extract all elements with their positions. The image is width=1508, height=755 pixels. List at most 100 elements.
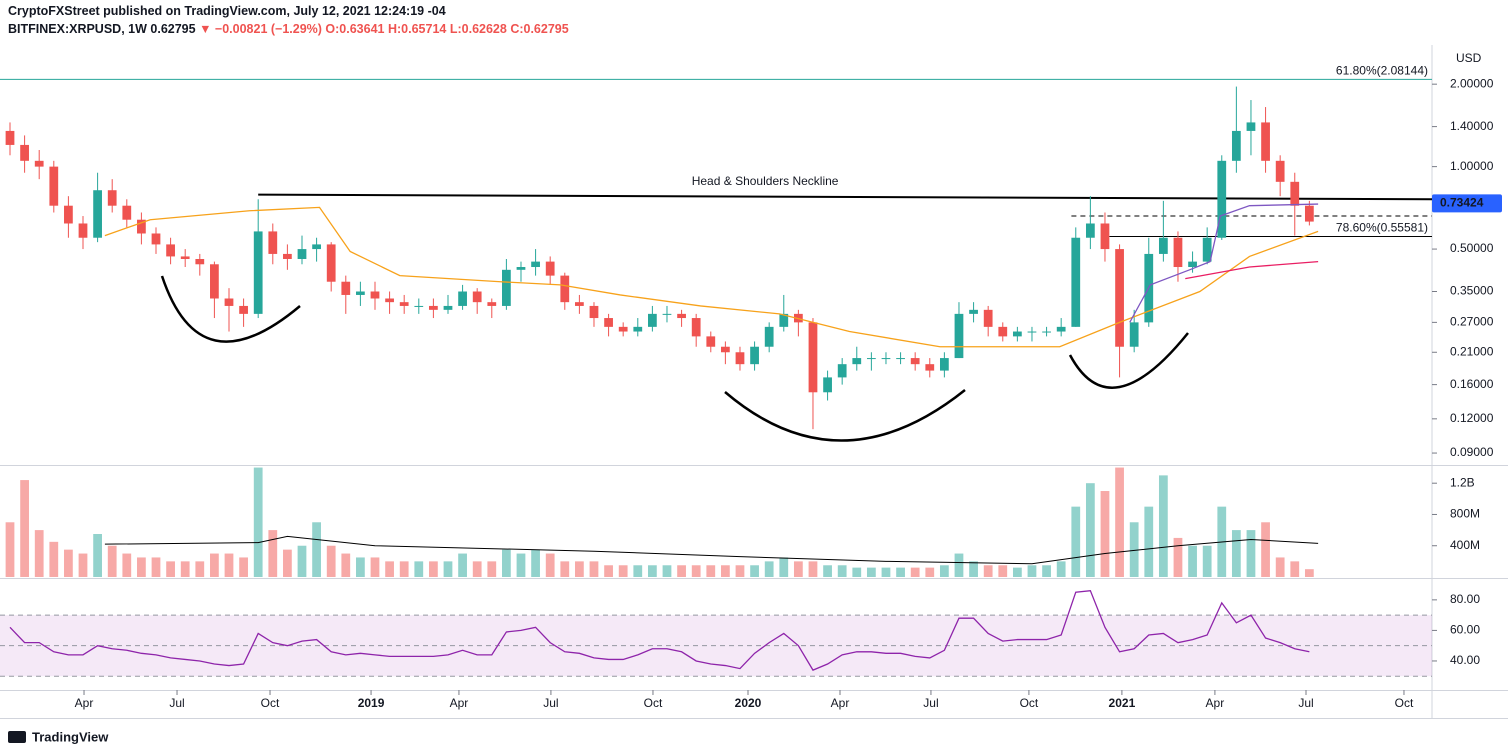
candle-body: [998, 326, 1008, 337]
volume-bar: [852, 567, 862, 577]
volume-bar: [1115, 467, 1124, 577]
candle-body: [1012, 331, 1022, 337]
volume-bar: [633, 565, 643, 577]
volume-bar: [1158, 475, 1168, 577]
moving-average: [1129, 203, 1319, 323]
high: H:0.65714: [387, 22, 447, 36]
volume-bar: [793, 561, 803, 577]
price-tag: [1432, 194, 1502, 213]
volume-bar: [253, 467, 263, 577]
volume-bar: [122, 553, 132, 577]
candle-body: [224, 298, 234, 306]
candle-body: [93, 190, 102, 238]
candle-body: [808, 322, 818, 393]
x-tick-label: Oct: [1395, 696, 1414, 710]
volume-bar: [677, 565, 686, 577]
candle-body: [954, 313, 964, 359]
volume-bar: [1275, 557, 1285, 577]
x-tick-label: Oct: [644, 696, 663, 710]
volume-bar: [356, 557, 365, 577]
x-tick-label: Apr: [1206, 696, 1225, 710]
candle-body: [896, 358, 905, 360]
volume-bar: [866, 567, 876, 577]
volume-bar: [1042, 565, 1051, 577]
volume-bar: [458, 553, 467, 577]
candle-body: [531, 261, 540, 268]
volume-bar: [1290, 561, 1300, 577]
y-tick-label: 0.12000: [1450, 411, 1494, 425]
volume-bar: [1085, 483, 1095, 577]
candle-body: [64, 205, 73, 224]
candle-body: [910, 358, 920, 365]
candle-body: [633, 326, 643, 332]
volume-bar: [1304, 569, 1314, 577]
y-tick-label: 40.00: [1450, 653, 1480, 667]
candle-body: [458, 291, 467, 306]
candle-body: [1202, 237, 1212, 262]
volume-bar: [1129, 522, 1139, 577]
x-tick-label: Oct: [1020, 696, 1039, 710]
candle-body: [823, 377, 832, 393]
candle-body: [662, 313, 672, 315]
y-tick-label: 0.50000: [1450, 241, 1494, 255]
candle-body: [750, 346, 759, 365]
volume-bar: [1071, 506, 1081, 577]
volume-bar: [662, 565, 672, 577]
candle-body: [1129, 322, 1139, 347]
volume-bar: [166, 561, 175, 577]
fib-label: 61.80%(2.08144): [1336, 64, 1428, 78]
candle-body: [881, 358, 891, 360]
candle-body: [1261, 122, 1270, 161]
candle-body: [779, 313, 789, 327]
volume-bar: [808, 561, 818, 577]
candle-body: [677, 313, 686, 319]
volume-bar: [224, 553, 234, 577]
volume-bar: [910, 567, 920, 577]
fib-label: 78.60%(0.55581): [1336, 221, 1428, 235]
candle-body: [5, 130, 15, 145]
volume-bar: [341, 553, 351, 577]
candle-body: [429, 305, 438, 310]
volume-bar: [487, 561, 497, 577]
volume-bar: [1027, 565, 1037, 577]
candle-body: [939, 358, 949, 371]
volume-bar: [5, 522, 15, 577]
volume-bar: [706, 565, 716, 577]
volume-bar: [151, 557, 161, 577]
candle-body: [604, 318, 613, 327]
x-tick-label: Jul: [543, 696, 558, 710]
candle-body: [866, 358, 876, 360]
candle-body: [721, 346, 730, 353]
volume-bar: [78, 553, 88, 577]
volume-bar: [516, 553, 526, 577]
volume-bar: [180, 561, 190, 577]
candle-body: [1056, 326, 1066, 332]
currency: USD: [1456, 51, 1482, 65]
symbol-line: BITFINEX:XRPUSD, 1W 0.62795 ▼ −0.00821 (…: [8, 22, 569, 36]
volume-bar: [1246, 530, 1256, 577]
candle-body: [1100, 223, 1110, 250]
candle-body: [385, 298, 394, 303]
symbol: BITFINEX:XRPUSD, 1W: [8, 22, 147, 36]
volume-bar: [1144, 506, 1154, 577]
x-tick-label: 2021: [1109, 696, 1136, 710]
neckline-label: Head & Shoulders Neckline: [692, 174, 839, 188]
x-tick-label: Jul: [1298, 696, 1313, 710]
candle-body: [370, 291, 380, 299]
candle-body: [399, 302, 409, 306]
volume-bar: [735, 565, 745, 577]
y-tick-label: 80.00: [1450, 592, 1480, 606]
candle-body: [925, 364, 935, 371]
volume-bar: [1188, 545, 1197, 577]
low: L:0.62628: [449, 22, 507, 36]
volume-bar: [1261, 522, 1270, 577]
price-tag-label: 0.73424: [1440, 196, 1484, 210]
volume-bar: [283, 549, 292, 577]
candle-body: [20, 144, 29, 161]
candle-body: [735, 352, 745, 365]
candle-body: [1188, 261, 1197, 268]
volume-bar: [721, 565, 730, 577]
candle-body: [1158, 237, 1168, 254]
volume-bar: [326, 545, 336, 577]
